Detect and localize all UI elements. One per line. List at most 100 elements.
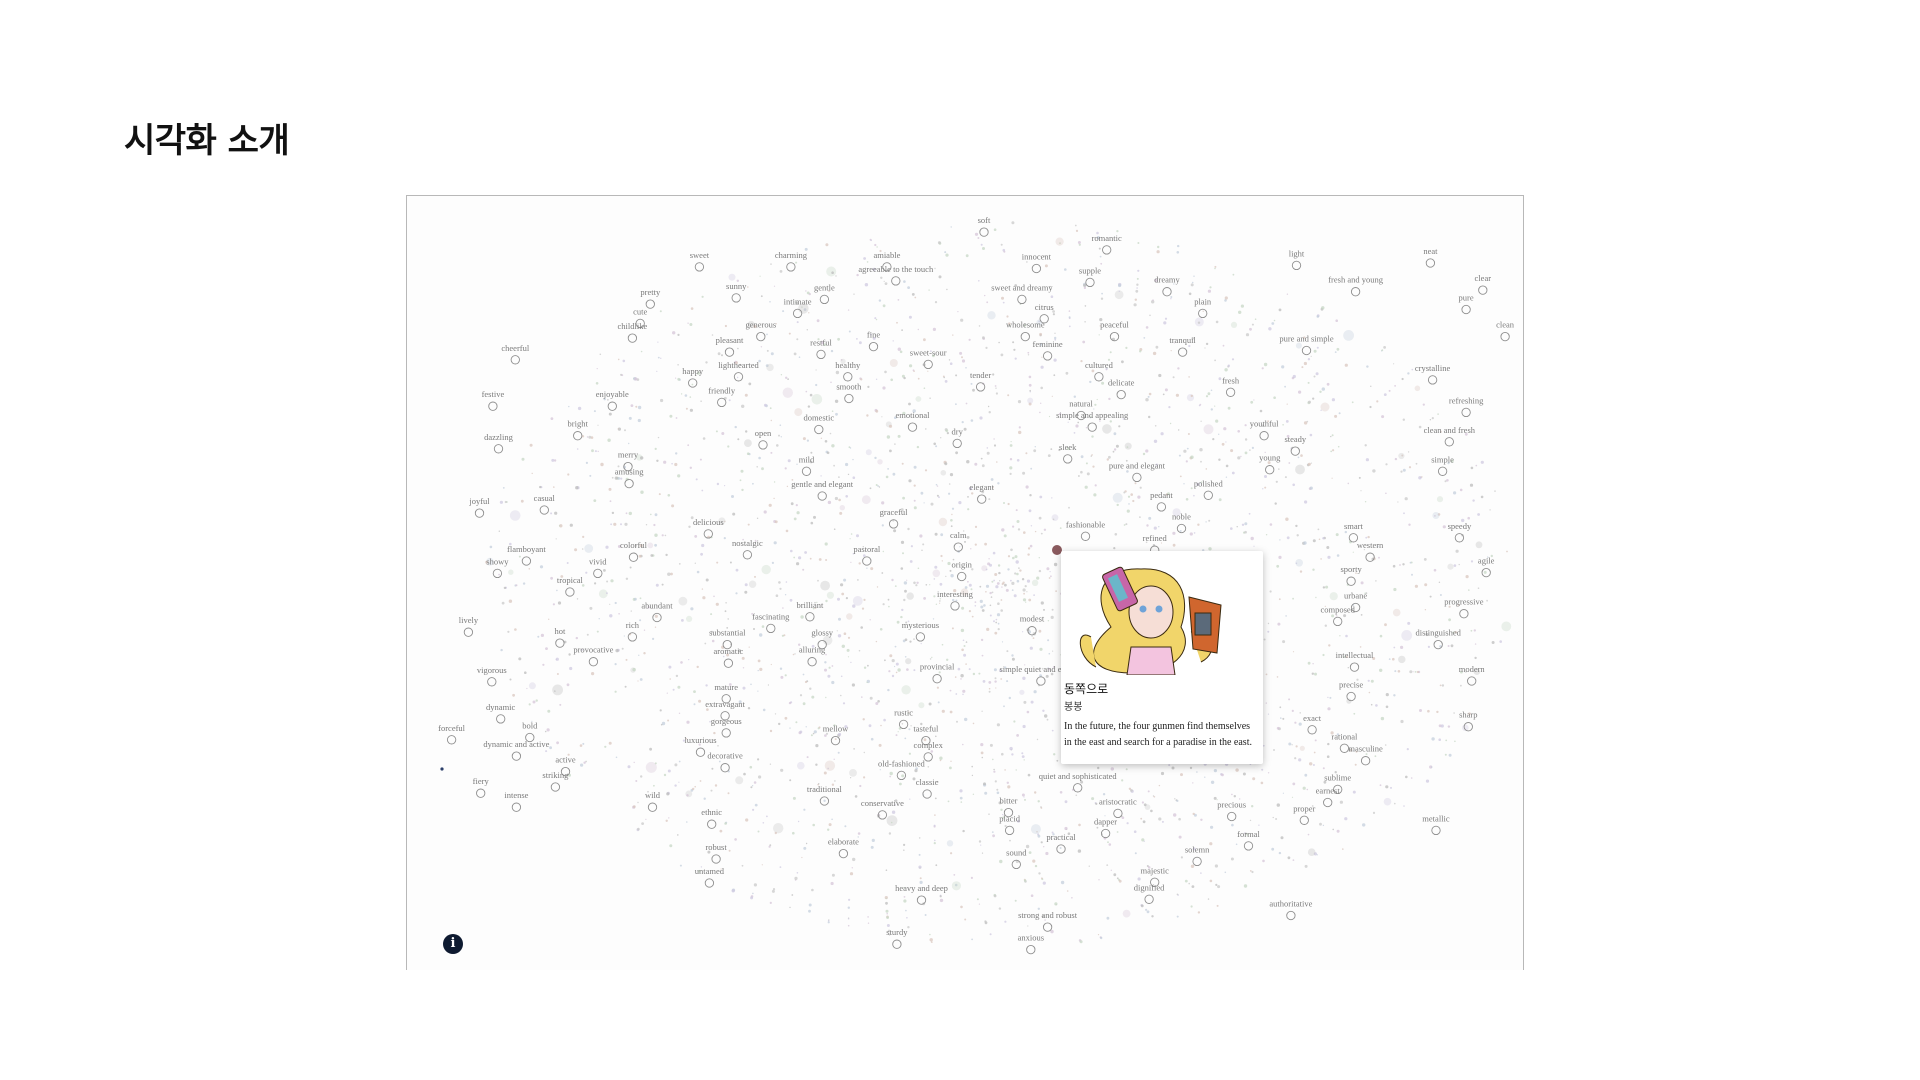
word-marker[interactable] (817, 491, 827, 501)
word-node[interactable]: sweet-sour (910, 347, 947, 370)
word-node[interactable]: lively (459, 615, 479, 637)
word-marker[interactable] (1333, 784, 1343, 795)
word-node[interactable]: classic (916, 777, 939, 799)
word-node[interactable]: friendly (708, 385, 736, 408)
word-marker[interactable] (952, 438, 962, 449)
word-node[interactable]: abundant (641, 601, 673, 623)
word-node[interactable]: glossy (811, 628, 834, 650)
word-node[interactable]: solemn (1185, 844, 1210, 867)
word-node[interactable]: intense (504, 790, 529, 812)
word-marker[interactable] (1177, 347, 1188, 357)
word-node[interactable]: intellectual (1336, 650, 1374, 672)
word-marker[interactable] (1349, 662, 1360, 672)
word-node[interactable]: modern (1459, 664, 1486, 686)
word-marker[interactable] (723, 658, 734, 668)
word-node[interactable]: clear (1475, 273, 1492, 295)
word-node[interactable]: natural (1069, 399, 1094, 421)
word-node[interactable]: provincial (920, 662, 955, 684)
word-node[interactable]: modest (1020, 614, 1045, 636)
word-node[interactable]: composed (1320, 604, 1356, 627)
word-marker[interactable] (623, 461, 633, 472)
word-marker[interactable] (722, 639, 732, 650)
word-node[interactable]: sublime (1324, 772, 1351, 795)
word-marker[interactable] (703, 529, 713, 539)
word-node[interactable]: elaborate (828, 837, 859, 859)
word-node[interactable]: placid (999, 813, 1021, 836)
word-marker[interactable] (496, 714, 506, 724)
word-node[interactable]: simple quiet and elegant (999, 664, 1083, 686)
word-marker[interactable] (721, 694, 731, 704)
word-node[interactable]: agile (1478, 556, 1495, 578)
word-node[interactable]: charming (775, 250, 808, 272)
word-marker[interactable] (916, 895, 927, 905)
word-marker[interactable] (805, 612, 815, 622)
word-node[interactable]: noble (1172, 512, 1191, 534)
word-marker[interactable] (593, 568, 603, 579)
word-node[interactable]: bitter (1000, 796, 1018, 818)
word-node[interactable]: rich (626, 620, 640, 642)
word-marker[interactable] (560, 766, 571, 777)
word-node[interactable]: dynamic and active (483, 739, 550, 761)
word-marker[interactable] (1198, 308, 1208, 319)
word-node[interactable]: brilliant (796, 600, 824, 622)
word-marker[interactable] (1080, 531, 1091, 541)
word-marker[interactable] (1360, 756, 1371, 766)
word-marker[interactable] (1027, 626, 1037, 636)
word-node[interactable]: authoritative (1269, 899, 1313, 921)
word-node[interactable]: sound (1006, 847, 1027, 870)
word-marker[interactable] (1467, 676, 1477, 686)
word-marker[interactable] (923, 359, 933, 370)
word-node[interactable]: domestic (803, 413, 834, 435)
word-marker[interactable] (1323, 797, 1333, 808)
word-node[interactable]: pretty (640, 287, 661, 309)
word-node[interactable]: delicious (693, 517, 724, 539)
word-marker[interactable] (446, 735, 457, 745)
word-node[interactable]: agreeable to the touch (858, 264, 934, 286)
word-node[interactable]: aristocratic (1099, 796, 1137, 819)
word-node[interactable]: gentle and elegant (791, 479, 854, 501)
word-marker[interactable] (1259, 431, 1269, 441)
word-node[interactable]: precise (1339, 680, 1363, 702)
word-marker[interactable] (1144, 894, 1154, 904)
word-node[interactable]: heavy and deep (895, 883, 948, 905)
word-marker[interactable] (704, 878, 715, 888)
word-node[interactable]: sharp (1459, 710, 1478, 732)
word-marker[interactable] (555, 638, 565, 648)
word-marker[interactable] (1109, 331, 1120, 342)
word-marker[interactable] (635, 318, 645, 329)
word-node[interactable]: pure and elegant (1109, 460, 1166, 483)
word-node[interactable]: refreshing (1449, 395, 1484, 418)
word-node[interactable]: healthy (835, 360, 861, 382)
word-node[interactable]: pedant (1150, 490, 1173, 512)
word-node[interactable]: metallic (1422, 813, 1450, 836)
word-node[interactable]: urbane (1344, 591, 1367, 613)
word-marker[interactable] (1290, 446, 1300, 456)
word-marker[interactable] (1339, 743, 1350, 753)
word-marker[interactable] (707, 819, 717, 829)
word-node[interactable]: graceful (880, 507, 908, 529)
word-marker[interactable] (624, 478, 634, 489)
word-marker[interactable] (1346, 691, 1356, 702)
word-marker[interactable] (862, 556, 872, 566)
word-marker[interactable] (786, 262, 796, 272)
word-marker[interactable] (1225, 387, 1236, 397)
word-node[interactable]: clean and fresh (1424, 425, 1476, 447)
word-node[interactable]: practical (1046, 832, 1076, 854)
word-marker[interactable] (1459, 609, 1469, 619)
word-marker[interactable] (932, 674, 942, 684)
word-marker[interactable] (921, 735, 931, 746)
word-node[interactable]: citrus (1035, 302, 1054, 324)
word-marker[interactable] (1333, 616, 1343, 627)
word-node[interactable]: sturdy (886, 927, 908, 949)
word-marker[interactable] (1500, 331, 1510, 342)
word-node[interactable]: flamboyant (507, 544, 546, 566)
word-node[interactable]: tasteful (913, 724, 939, 746)
word-node[interactable]: casual (534, 493, 556, 515)
word-marker[interactable] (695, 747, 706, 757)
word-node[interactable]: traditional (807, 784, 843, 806)
word-node[interactable]: restful (810, 337, 832, 360)
word-marker[interactable] (1286, 910, 1296, 921)
word-marker[interactable] (573, 431, 583, 441)
word-node[interactable]: calm (950, 530, 967, 552)
word-node[interactable]: light (1289, 248, 1305, 271)
